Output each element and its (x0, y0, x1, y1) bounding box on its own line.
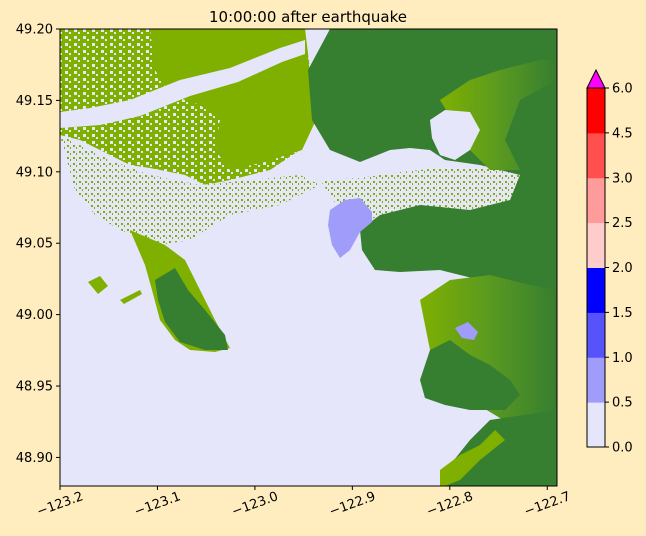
chart-title: 10:00:00 after earthquake (209, 8, 407, 26)
y-tick-label: 49.15 (16, 94, 53, 109)
colorbar-segment (587, 267, 605, 313)
land-small-islet (88, 276, 108, 294)
colorbar-segment (587, 312, 605, 358)
land-central-transition (420, 275, 557, 430)
inundation-zone-central (328, 198, 372, 258)
x-tick-label: −122.8 (425, 489, 475, 520)
colorbar-segment (587, 402, 605, 448)
land-south-highland (420, 340, 520, 410)
land-lowland-speckle (60, 135, 320, 245)
colorbar-segment (587, 357, 605, 403)
y-tick-label: 48.90 (16, 451, 53, 466)
colorbar-tick-label: 1.5 (612, 306, 633, 321)
land-delta-hill (155, 268, 228, 350)
y-tick-label: 49.00 (16, 308, 53, 323)
land-causeway (120, 290, 142, 304)
colorbar-segment (587, 88, 605, 134)
colorbar-tick-label: 2.0 (612, 261, 633, 276)
plot-frame (59, 28, 558, 487)
x-tick-label: −122.7 (522, 489, 572, 520)
colorbar: 0.0 0.5 1.0 1.5 2.0 2.5 3.0 4.5 6.0 (586, 68, 633, 456)
y-axis: 48.90 48.95 49.00 49.05 49.10 49.15 49.20 (16, 23, 60, 466)
land-inlet (430, 110, 480, 160)
inundation-zone-bay (455, 322, 478, 340)
y-tick-label: 49.05 (16, 237, 53, 252)
y-tick-label: 49.20 (16, 23, 53, 38)
colorbar-extend-arrow (586, 68, 606, 89)
y-tick-label: 48.95 (16, 380, 53, 395)
x-tick-label: −122.9 (327, 489, 377, 520)
colorbar-tick-label: 3.0 (612, 171, 633, 186)
x-tick-label: −123.2 (35, 489, 85, 520)
colorbar-segment (587, 132, 605, 179)
river-channel (60, 40, 305, 128)
colorbar-segment (587, 177, 605, 224)
x-tick-label: −123.1 (132, 489, 182, 520)
y-tick-label: 49.10 (16, 165, 53, 180)
colorbar-tick-label: 1.0 (612, 351, 633, 366)
map-area (60, 29, 557, 486)
x-tick-label: −123.0 (230, 489, 280, 520)
colorbar-tick-label: 0.5 (612, 396, 633, 411)
colorbar-tick-label: 4.5 (612, 126, 633, 141)
colorbar-tick-label: 0.0 (612, 441, 633, 456)
colorbar-tick-label: 2.5 (612, 216, 633, 231)
x-axis: −123.2 −123.1 −123.0 −122.9 −122.8 −122.7 (35, 486, 573, 520)
colorbar-tick-label: 6.0 (612, 82, 633, 97)
land-southeast-low (440, 430, 505, 486)
colorbar-segment (587, 222, 605, 268)
